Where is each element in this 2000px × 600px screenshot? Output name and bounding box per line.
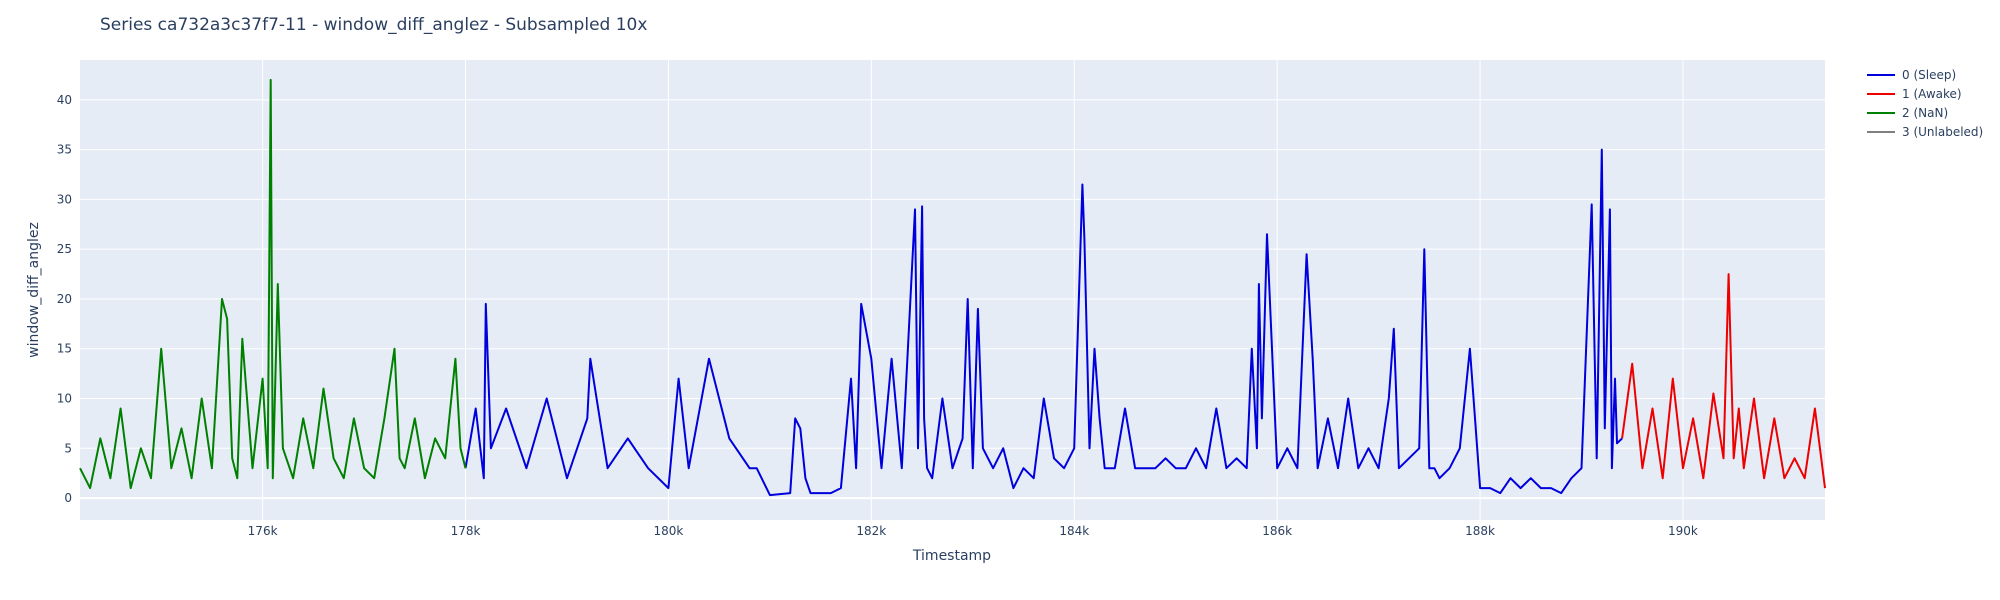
chart-title: Series ca732a3c37f7-11 - window_diff_ang… [100,15,647,35]
y-tick-label: 15 [57,342,72,356]
legend-label: 2 (NaN) [1902,106,1948,120]
y-tick-label: 35 [57,143,72,157]
y-tick-label: 20 [57,292,72,306]
plot-background [80,60,1825,520]
legend[interactable]: 0 (Sleep) 1 (Awake) 2 (NaN) 3 (Unlabeled) [1867,68,1983,139]
x-tick-label: 182k [856,524,886,538]
x-axis-title: Timestamp [912,548,991,564]
series-line-1 [1621,273,1826,489]
y-tick-label: 0 [64,491,72,505]
series-line-0 [464,148,1623,497]
x-tick-label: 178k [451,524,481,538]
legend-item[interactable]: 3 (Unlabeled) [1867,125,1983,139]
legend-item[interactable]: 2 (NaN) [1867,106,1948,120]
legend-item[interactable]: 1 (Awake) [1867,87,1962,101]
x-axis-ticks: 176k 178k 180k 182k 184k 186k 188k 190k [248,524,1698,538]
legend-label: 0 (Sleep) [1902,68,1956,82]
series-line-2 [79,78,467,490]
x-tick-label: 180k [654,524,684,538]
y-tick-label: 30 [57,192,72,206]
y-axis-title: window_diff_anglez [26,222,42,358]
y-tick-label: 10 [57,392,72,406]
x-tick-label: 176k [248,524,278,538]
legend-item[interactable]: 0 (Sleep) [1867,68,1956,82]
x-tick-label: 190k [1668,524,1698,538]
y-tick-label: 40 [57,93,72,107]
legend-label: 1 (Awake) [1902,87,1962,101]
x-tick-label: 188k [1465,524,1495,538]
y-axis-ticks: 0 5 10 15 20 25 30 35 40 [57,93,72,505]
legend-label: 3 (Unlabeled) [1902,125,1983,139]
series-layer [79,78,1826,497]
x-tick-label: 186k [1262,524,1292,538]
y-tick-label: 25 [57,242,72,256]
y-tick-label: 5 [64,441,72,455]
x-tick-label: 184k [1059,524,1089,538]
